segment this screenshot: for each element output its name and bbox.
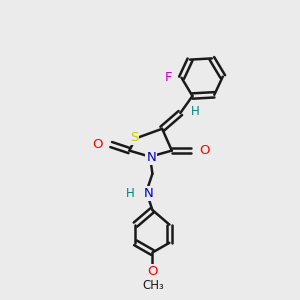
Text: N: N: [144, 187, 154, 200]
Text: F: F: [164, 71, 172, 84]
Text: H: H: [125, 187, 134, 200]
Text: N: N: [146, 152, 156, 164]
Text: CH₃: CH₃: [143, 279, 164, 292]
Text: H: H: [191, 105, 200, 118]
Text: O: O: [147, 266, 158, 278]
Text: S: S: [130, 131, 138, 144]
Text: O: O: [200, 144, 210, 157]
Text: O: O: [92, 138, 103, 151]
